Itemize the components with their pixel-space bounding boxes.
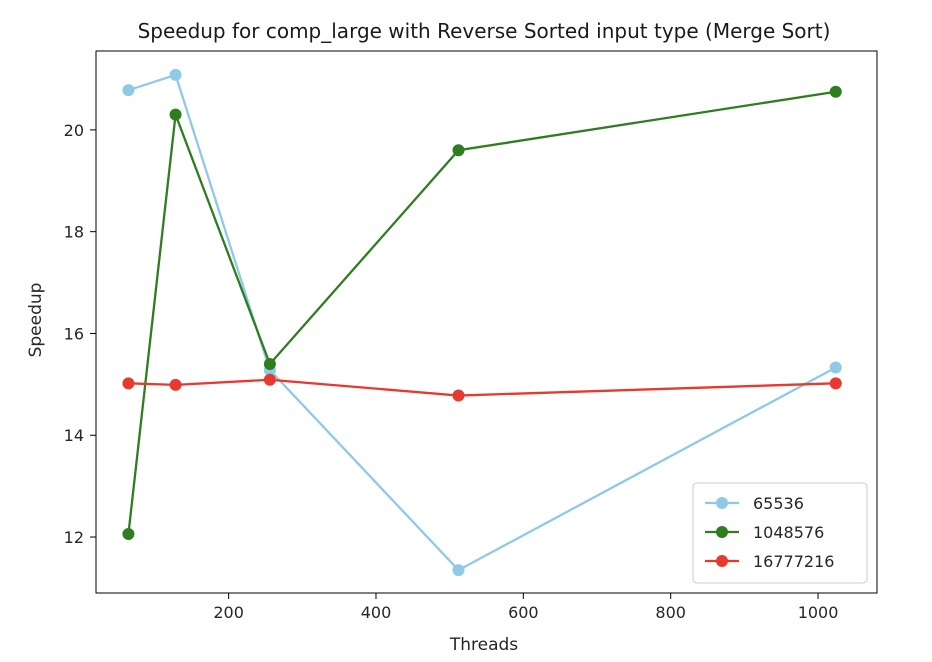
x-tick-label: 200	[213, 603, 244, 622]
chart-title: Speedup for comp_large with Reverse Sort…	[138, 19, 831, 43]
x-axis-label: Threads	[449, 635, 518, 655]
data-point-1048576	[829, 85, 842, 98]
data-point-65536	[122, 84, 135, 97]
legend-swatch-marker	[716, 555, 728, 567]
plot-frame	[95, 50, 878, 594]
plot-area: 200 400 600 800 1000 12 14 16 18 20	[64, 50, 878, 622]
x-tick-label: 1000	[798, 603, 839, 622]
data-point-1048576	[169, 108, 182, 121]
data-point-16777216	[263, 373, 276, 386]
legend-swatch-marker	[716, 526, 728, 538]
data-point-16777216	[122, 377, 135, 390]
data-point-16777216	[452, 389, 465, 402]
data-point-1048576	[122, 527, 135, 540]
data-point-65536	[829, 361, 842, 374]
data-point-16777216	[829, 377, 842, 390]
series-line-16777216	[128, 378, 836, 397]
legend: 65536 1048576 16777216	[692, 482, 868, 584]
legend-label: 1048576	[753, 523, 824, 542]
y-tick-label: 14	[64, 426, 84, 445]
legend-label: 16777216	[753, 552, 834, 571]
data-point-65536	[452, 564, 465, 577]
y-tick-label: 18	[64, 223, 84, 242]
x-tick-label: 400	[361, 603, 392, 622]
y-tick-label: 20	[64, 121, 84, 140]
data-point-1048576	[452, 144, 465, 157]
y-axis-label: Speedup	[26, 283, 46, 358]
data-point-1048576	[263, 357, 276, 370]
data-point-16777216	[169, 378, 182, 391]
legend-label: 65536	[753, 494, 804, 513]
legend-box	[692, 482, 868, 584]
series-line-1048576	[127, 90, 836, 535]
legend-swatch-marker	[716, 497, 728, 509]
y-tick-label: 12	[64, 528, 84, 547]
x-tick-label: 800	[655, 603, 686, 622]
x-tick-label: 600	[508, 603, 539, 622]
y-tick-label: 16	[64, 324, 84, 343]
data-point-65536	[169, 68, 182, 81]
